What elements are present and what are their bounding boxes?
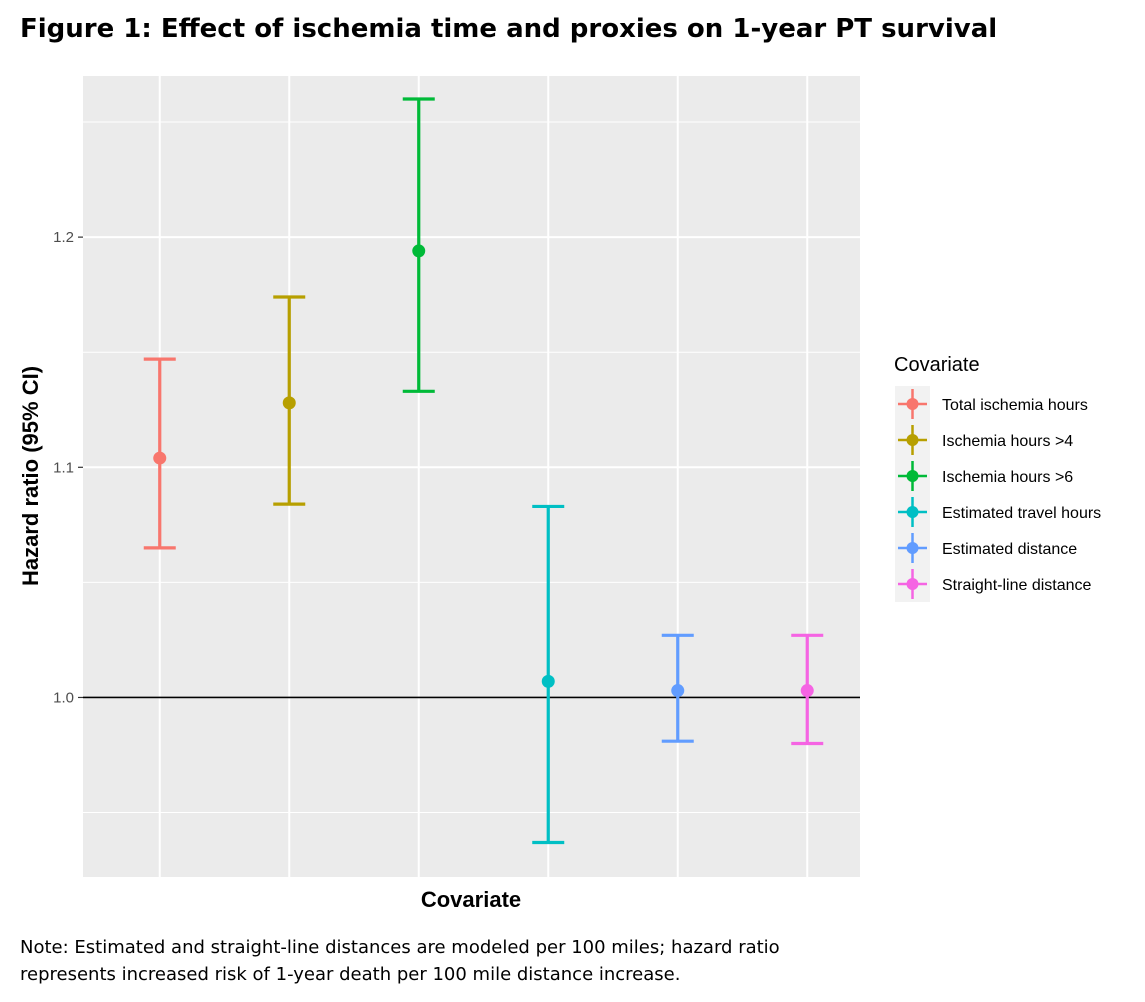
legend-item-3: Ischemia hours >6 [895, 458, 1073, 494]
y-tick-label: 1.1 [53, 459, 74, 476]
legend-label: Total ischemia hours [942, 397, 1088, 414]
legend-item-4: Estimated travel hours [895, 494, 1101, 530]
error-bar-4 [532, 504, 565, 845]
figure-title: Figure 1: Effect of ischemia time and pr… [20, 14, 998, 44]
legend-key-point [906, 506, 919, 518]
plot-panel [83, 76, 860, 877]
y-axis-ticks: 1.0 1.1 1.2 [53, 229, 83, 706]
legend-item-1: Total ischemia hours [895, 386, 1088, 422]
y-tick-label: 1.0 [53, 689, 74, 706]
error-bar-5 [661, 633, 694, 743]
legend-key-point [906, 398, 919, 410]
point-estimate [541, 674, 555, 688]
legend-item-6: Straight-line distance [895, 566, 1092, 602]
legend-item-5: Estimated distance [895, 530, 1077, 566]
error-bars [143, 97, 824, 845]
point-estimate [800, 684, 814, 698]
legend-key-point [906, 434, 919, 446]
error-bar-6 [791, 633, 824, 746]
x-axis-label: Covariate [421, 887, 521, 912]
y-axis-label: Hazard ratio (95% CI) [18, 366, 43, 586]
note-line-1: Note: Estimated and straight-line distan… [20, 937, 780, 958]
legend-key-point [906, 542, 919, 554]
legend-label: Straight-line distance [942, 577, 1092, 594]
legend-label: Estimated distance [942, 541, 1077, 558]
legend-key-point [906, 578, 919, 590]
point-estimate [153, 451, 167, 465]
error-bar-1 [143, 357, 176, 550]
legend: Covariate Total ischemia hours Ischemia h… [894, 354, 1101, 602]
legend-key-point [906, 470, 919, 482]
point-estimate [282, 396, 296, 410]
minor-gridlines [83, 121, 860, 814]
legend-item-2: Ischemia hours >4 [895, 422, 1073, 458]
legend-label: Ischemia hours >4 [942, 433, 1073, 450]
y-tick-label: 1.2 [53, 229, 74, 246]
error-bar-2 [273, 295, 306, 506]
point-estimate [671, 684, 685, 698]
legend-label: Estimated travel hours [942, 505, 1101, 522]
error-bar-3 [402, 97, 435, 393]
legend-label: Ischemia hours >6 [942, 469, 1073, 486]
point-estimate [412, 244, 426, 258]
legend-title: Covariate [894, 354, 980, 376]
note-line-2: represents increased risk of 1-year deat… [20, 964, 681, 985]
legend-items: Total ischemia hours Ischemia hours >4 Isc… [895, 386, 1101, 602]
figure-note: Note: Estimated and straight-line distan… [20, 934, 1120, 988]
